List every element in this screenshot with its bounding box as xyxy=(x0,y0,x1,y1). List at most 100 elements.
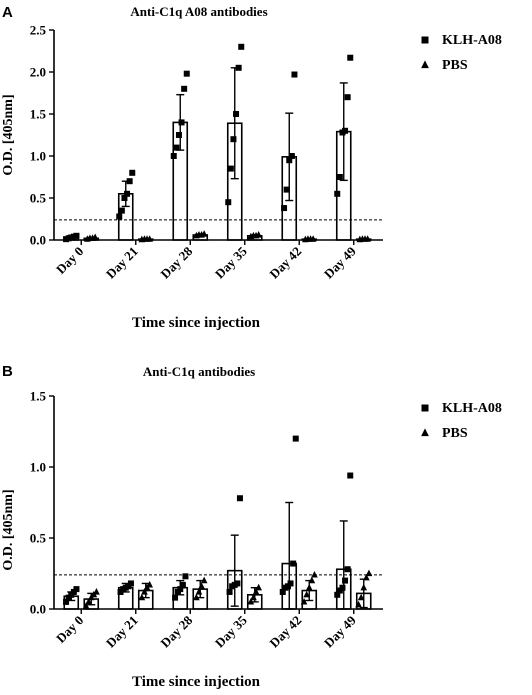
data-point-square xyxy=(339,584,346,591)
y-tick-label: 0.5 xyxy=(30,191,47,206)
data-point-square xyxy=(344,94,351,101)
category-label: Day 28 xyxy=(157,612,195,650)
legend-marker-square xyxy=(421,36,429,44)
x-ticks-layer: Day 0 Day 21 Day 28 Day 35 Day 42 Day 49 xyxy=(53,240,359,281)
legend: KLH-A08 PBS xyxy=(421,401,502,441)
data-point-triangle xyxy=(141,588,148,595)
data-point-square xyxy=(182,573,189,580)
legend-label: PBS xyxy=(442,426,468,441)
data-point-triangle xyxy=(195,588,203,595)
data-point-square xyxy=(233,111,240,117)
data-point-square xyxy=(73,232,80,239)
data-point-triangle xyxy=(193,593,200,601)
data-point-square xyxy=(121,195,128,201)
y-tick-label: 2.5 xyxy=(30,23,47,38)
legend-marker-triangle xyxy=(421,60,429,69)
data-point-triangle xyxy=(311,570,318,578)
data-point-triangle xyxy=(363,573,370,581)
data-point-triangle xyxy=(250,593,257,601)
y-ticks-layer: 0.0 0.5 1.0 1.5 2.0 2.5 xyxy=(30,23,54,248)
category-label: Day 21 xyxy=(103,613,141,651)
data-point-square xyxy=(336,174,343,180)
error-bars-layer xyxy=(67,501,368,610)
legend-label: KLH-A08 xyxy=(442,33,502,48)
y-tick-label: 0.5 xyxy=(30,531,47,546)
y-axis-label: O.D. [405nm] xyxy=(1,489,16,570)
category-label: Day 28 xyxy=(157,243,195,281)
y-tick-label: 1.0 xyxy=(30,460,46,475)
data-point-square xyxy=(344,566,351,573)
data-point-triangle xyxy=(200,576,208,584)
data-point-triangle xyxy=(305,583,313,591)
y-ticks-layer: 0.0 0.5 1.0 1.5 xyxy=(30,389,54,617)
y-tick-label: 1.0 xyxy=(30,149,46,164)
data-point-square xyxy=(225,199,232,206)
points-layer xyxy=(63,435,373,609)
data-point-triangle xyxy=(300,597,308,605)
y-tick-label: 0.0 xyxy=(30,602,46,617)
data-point-triangle xyxy=(303,590,310,598)
y-tick-label: 1.5 xyxy=(30,389,47,404)
category-label: Day 49 xyxy=(321,243,359,281)
data-point-triangle xyxy=(93,588,100,595)
error-bars-layer xyxy=(67,67,368,241)
data-point-square xyxy=(334,591,341,598)
y-axis-label: O.D. [405nm] xyxy=(1,94,16,175)
data-point-triangle xyxy=(355,600,362,608)
data-point-triangle xyxy=(252,588,260,595)
data-point-square xyxy=(183,70,190,77)
data-point-triangle xyxy=(200,230,208,237)
data-point-square xyxy=(292,435,299,442)
category-label: Day 0 xyxy=(53,613,86,646)
data-point-square xyxy=(175,132,182,138)
data-point-square xyxy=(286,157,293,164)
data-point-square xyxy=(235,64,242,71)
legend-label: KLH-A08 xyxy=(442,401,502,416)
data-point-square xyxy=(342,577,349,584)
data-point-triangle xyxy=(255,231,262,238)
data-point-triangle xyxy=(357,593,365,601)
data-point-square xyxy=(73,586,80,593)
data-point-square xyxy=(279,588,286,595)
data-point-triangle xyxy=(247,597,255,605)
data-point-square xyxy=(126,178,133,185)
legend: KLH-A08 PBS xyxy=(421,33,502,73)
data-point-square xyxy=(170,153,177,159)
category-label: Day 42 xyxy=(266,244,304,282)
category-label: Day 0 xyxy=(53,244,86,277)
data-point-square xyxy=(118,207,125,214)
x-ticks-layer: Day 0 Day 21 Day 28 Day 35 Day 42 Day 49 xyxy=(53,609,359,650)
data-point-triangle xyxy=(85,597,92,605)
y-tick-label: 0.0 xyxy=(30,233,46,248)
data-point-square xyxy=(63,598,70,605)
data-point-triangle xyxy=(308,576,316,584)
data-point-square xyxy=(236,495,243,502)
data-point-square xyxy=(347,54,354,61)
data-point-square xyxy=(124,190,131,197)
data-point-square xyxy=(238,43,245,50)
data-point-square xyxy=(173,144,180,151)
data-point-triangle xyxy=(198,582,205,589)
points-layer xyxy=(63,43,371,243)
y-tick-label: 2.0 xyxy=(30,65,46,80)
data-point-square xyxy=(347,472,354,479)
data-point-triangle xyxy=(255,583,262,591)
data-point-square xyxy=(226,588,233,595)
data-point-square xyxy=(127,580,134,587)
category-label: Day 35 xyxy=(212,243,250,281)
data-point-triangle xyxy=(365,569,373,577)
legend-marker-square xyxy=(421,404,429,412)
x-axis-label: Time since injection xyxy=(132,674,261,690)
axes-layer xyxy=(53,396,383,610)
category-label: Day 49 xyxy=(321,612,359,650)
data-point-triangle xyxy=(360,583,368,591)
data-point-square xyxy=(181,85,188,92)
x-axis-label: Time since injection xyxy=(132,315,261,331)
panel-b: B Anti-C1q antibodies O.D. [405nm] Time … xyxy=(1,363,502,690)
data-point-square xyxy=(178,119,185,126)
data-point-square xyxy=(283,186,290,193)
data-point-square xyxy=(234,580,241,587)
chart-title: Anti-C1q antibodies xyxy=(143,364,255,379)
data-point-square xyxy=(227,165,234,172)
